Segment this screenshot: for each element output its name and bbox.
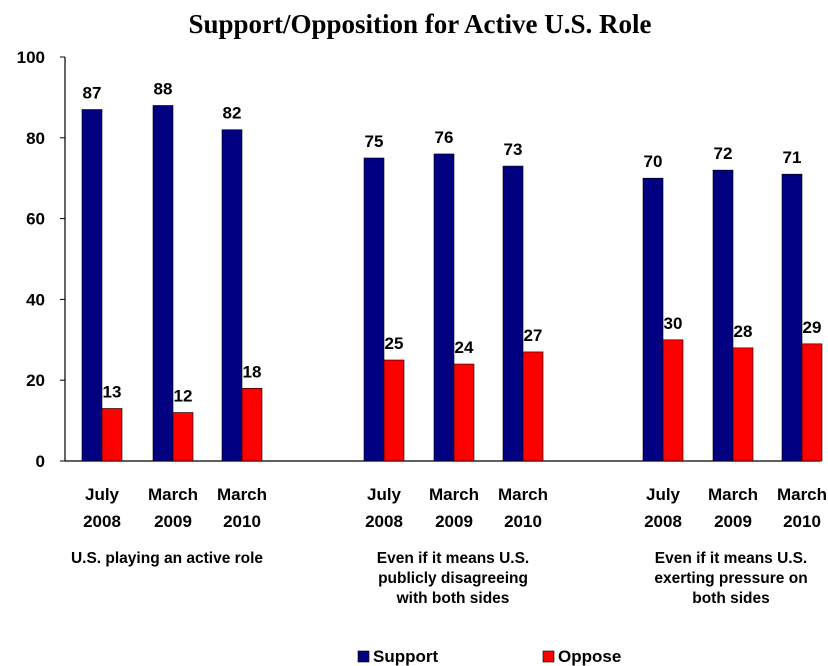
y-tick-label: 100 [17, 48, 45, 67]
category-label-line2: 2009 [714, 512, 752, 531]
data-label-oppose: 12 [174, 387, 193, 406]
bar-support [642, 177, 664, 462]
bar-support [363, 157, 385, 462]
category-label-line1: July [367, 485, 402, 504]
bar-support [221, 129, 243, 462]
bar-support [81, 109, 103, 462]
data-label-support: 88 [154, 79, 173, 98]
category-label-line1: March [217, 485, 267, 504]
chart-title: Support/Opposition for Active U.S. Role [188, 9, 651, 39]
y-axis-ticks: 0 20 40 60 80 100 [17, 48, 65, 471]
group-label: with both sides [396, 590, 510, 607]
data-label-oppose: 25 [385, 334, 404, 353]
legend-swatch-support [357, 650, 370, 663]
data-label-support: 73 [504, 140, 523, 159]
category-label-line2: 2009 [154, 512, 192, 531]
bar-oppose [522, 351, 544, 462]
data-label-oppose: 29 [803, 318, 822, 337]
legend-swatch-oppose [542, 650, 555, 663]
category-label-line1: March [498, 485, 548, 504]
category-label-line2: 2008 [365, 512, 403, 531]
data-label-support: 70 [644, 152, 663, 171]
data-label-oppose: 13 [103, 382, 122, 401]
bar-oppose [241, 387, 263, 462]
group-label: publicly disagreeing [378, 570, 528, 587]
category-label-line2: 2009 [435, 512, 473, 531]
group-labels: U.S. playing an active role Even if it me… [71, 550, 808, 607]
bar-oppose [453, 363, 475, 462]
bar-support [781, 173, 803, 462]
category-label-line2: 2008 [83, 512, 121, 531]
data-label-oppose: 18 [243, 362, 262, 381]
bar-support [502, 165, 524, 462]
legend-label-support: Support [373, 647, 438, 666]
bar-oppose [172, 412, 194, 462]
bars [81, 105, 823, 462]
legend: Support Oppose [357, 647, 621, 666]
category-label-line1: July [646, 485, 681, 504]
category-label-line1: March [429, 485, 479, 504]
y-tick-label: 60 [26, 210, 45, 229]
bar-support [712, 169, 734, 462]
data-label-support: 75 [365, 132, 384, 151]
data-label-support: 72 [714, 144, 733, 163]
data-label-oppose: 24 [455, 338, 474, 357]
bar-oppose [662, 339, 684, 462]
bar-support [152, 105, 174, 462]
bar-oppose [101, 408, 123, 462]
bar-oppose [801, 343, 823, 462]
category-label-line2: 2010 [783, 512, 821, 531]
bar-support [433, 153, 455, 462]
category-label-line2: 2008 [644, 512, 682, 531]
bar-oppose [732, 347, 754, 462]
legend-label-oppose: Oppose [558, 647, 621, 666]
data-label-support: 71 [783, 148, 802, 167]
y-tick-label: 40 [26, 290, 45, 309]
data-label-oppose: 28 [734, 322, 753, 341]
category-label-line1: March [708, 485, 758, 504]
group-label: exerting pressure on [654, 570, 807, 587]
category-label-line1: July [85, 485, 120, 504]
y-tick-label: 80 [26, 129, 45, 148]
group-label: U.S. playing an active role [71, 550, 263, 567]
data-label-oppose: 30 [664, 314, 683, 333]
data-label-support: 76 [435, 128, 454, 147]
data-label-support: 87 [83, 84, 102, 103]
data-label-oppose: 27 [524, 326, 543, 345]
category-label-line1: March [777, 485, 827, 504]
data-label-support: 82 [223, 104, 242, 123]
group-label: Even if it means U.S. [377, 550, 529, 567]
y-tick-label: 20 [26, 371, 45, 390]
data-labels: 87 88 82 75 76 73 70 72 71 13 12 18 25 24 27 30 28 29 [83, 79, 822, 405]
category-label-line2: 2010 [223, 512, 261, 531]
category-label-line2: 2010 [504, 512, 542, 531]
category-labels: July 2008 March 2009 March 2010 July 2008 March 2… [83, 485, 827, 531]
category-label-line1: March [148, 485, 198, 504]
y-tick-label: 0 [36, 452, 45, 471]
group-label: Even if it means U.S. [655, 550, 807, 567]
group-label: both sides [692, 590, 770, 607]
bar-oppose [383, 359, 405, 462]
